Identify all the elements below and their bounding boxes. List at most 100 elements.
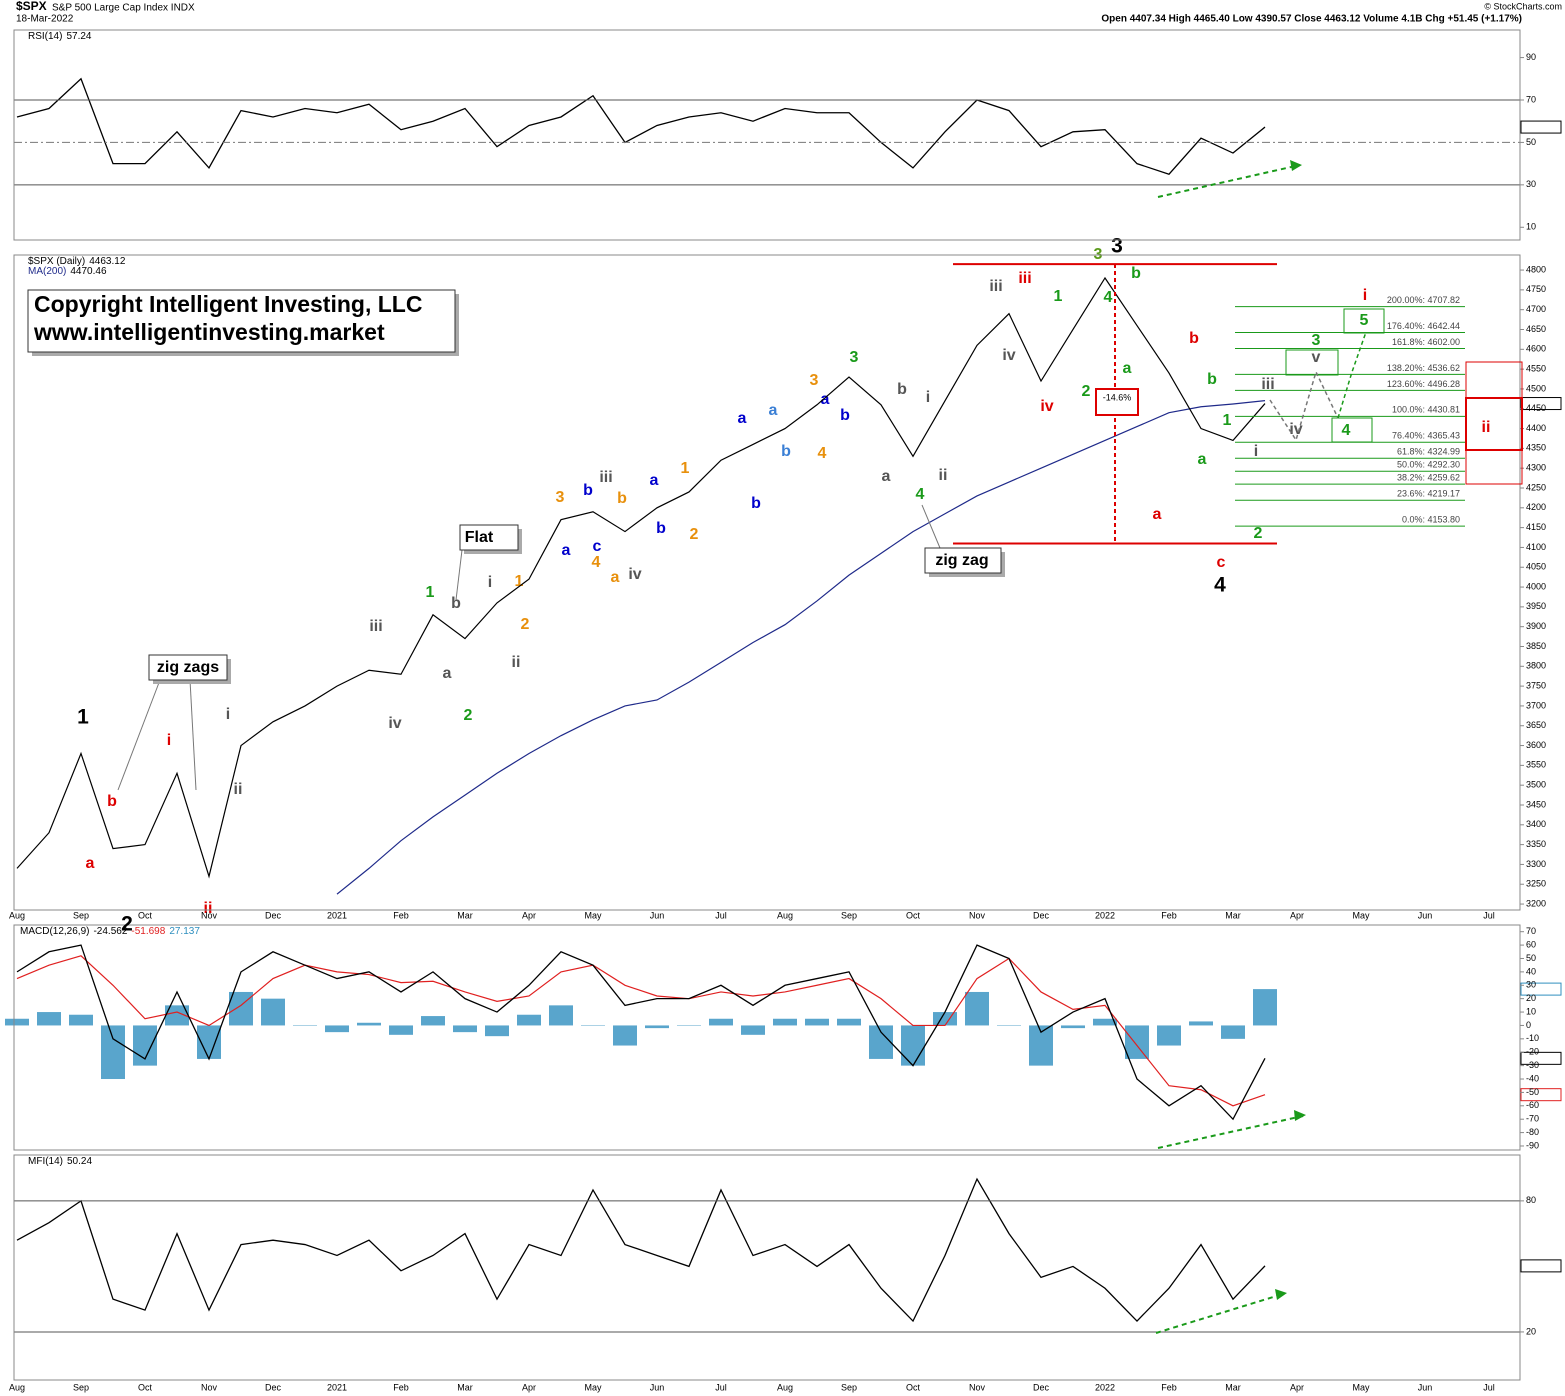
x-tick-label: Feb [1161,1382,1177,1392]
y-tick-label: 3800 [1526,661,1546,671]
x-tick-label: Mar [457,1382,473,1392]
histogram-bar [485,1025,509,1037]
wave-label: 4 [818,445,827,462]
x-tick-label: Aug [9,910,25,920]
legend-value: -51.698 [131,926,165,937]
y-tick-label: 3300 [1526,859,1546,869]
x-tick-label: Jul [715,910,727,920]
wave-label: 2 [1254,525,1263,542]
x-tick-label: Jul [715,1382,727,1392]
target-box [1465,397,1523,451]
histogram-bar [453,1025,477,1033]
y-tick-label: -50 [1526,1087,1539,1097]
x-tick-label: Mar [1225,910,1241,920]
drop-label: -14.6% [1103,392,1132,402]
x-tick-label: Aug [9,1382,25,1392]
series-line [16,944,1266,1121]
histogram-bar [5,1018,29,1026]
callout-box [924,547,1002,574]
callout-box [459,524,519,551]
path-arrow [1269,369,1339,442]
histogram-bar [645,1025,669,1029]
legend: MACD(12,26,9) -24.562 -51.698 27.137 [20,926,200,937]
histogram-bar [101,1025,125,1080]
x-tick-label: Oct [906,1382,921,1392]
wave-label: a [443,665,452,682]
divergence [1157,164,1301,198]
y-tick-label: 4450 [1526,403,1546,413]
y-tick-label: 70 [1526,94,1536,104]
y-tick-label: 3200 [1526,898,1546,908]
legend-value: 4470.46 [70,266,107,277]
wave-label: c [593,538,602,555]
series-line [16,1177,1266,1323]
histogram-bar [869,1025,893,1059]
x-tick-label: Sep [841,1382,857,1392]
wave-label: i [488,574,492,591]
wave-label: iv [1040,398,1053,415]
legend: $SPX (Daily) 4463.12 [28,256,126,267]
y-tick-label: -60 [1526,1100,1539,1110]
y-tick-label: 70 [1526,926,1536,936]
y-tick-label: 0 [1526,1020,1531,1030]
wave-label: 4 [592,554,601,571]
histogram-bar [997,1025,1021,1026]
x-tick-label: Feb [393,910,409,920]
y-tick-label: 3700 [1526,700,1546,710]
y-tick-label: 4550 [1526,363,1546,373]
legend-value: 57.24 [66,31,91,42]
x-tick-label: Jul [1483,1382,1495,1392]
legend-value: 4463.12 [89,256,126,267]
fib-label: 61.8%: 4324.99 [1397,447,1460,457]
wave-label: i [226,706,230,723]
wave-label: iii [369,618,382,635]
wave-label: b [617,490,627,507]
histogram-bar [1061,1025,1085,1029]
wave-label: 3 [1111,235,1123,258]
y-tick-label: 80 [1526,1195,1536,1205]
y-tick-label: 3600 [1526,740,1546,750]
wave-label: 1 [681,460,690,477]
histogram-bar [37,1012,61,1026]
wave-label: 4 [916,486,925,503]
wave-label: 3 [850,349,859,366]
wave-label: a [1123,360,1132,377]
wave-label: 2 [521,616,530,633]
wave-label: i [926,389,930,406]
wave-label: v [1312,349,1321,366]
y-tick-label: 4750 [1526,284,1546,294]
y-tick-label: 4250 [1526,482,1546,492]
x-tick-label: Nov [969,1382,986,1392]
target-box [1331,417,1373,443]
y-tick-label: 90 [1526,52,1536,62]
x-tick-label: May [584,910,602,920]
wave-label: 1 [515,573,524,590]
wave-label: 1 [426,584,435,601]
x-tick-label: Apr [522,910,536,920]
x-tick-label: May [584,1382,602,1392]
panel-frame [13,924,1521,1151]
wave-label: a [1153,506,1162,523]
wave-label: b [1207,371,1217,388]
wave-label: 5 [1360,312,1369,329]
copyright-box [27,289,456,353]
x-tick-label: Nov [969,910,986,920]
wave-label: iv [1289,421,1302,438]
y-tick-label: 4000 [1526,581,1546,591]
arrowhead [1290,160,1302,171]
y-tick-label: -90 [1526,1140,1539,1150]
fib-label: 176.40%: 4642.44 [1387,321,1460,331]
source: © StockCharts.com [1484,1,1562,11]
x-tick-label: Feb [1161,910,1177,920]
y-tick-label: 4200 [1526,502,1546,512]
arrowhead [1294,1110,1306,1121]
histogram-bar [965,991,989,1026]
target-box [1343,308,1385,334]
y-tick-label: 40 [1526,966,1536,976]
wave-label: iii [989,278,1002,295]
fib-label: 0.0%: 4153.80 [1402,514,1460,524]
x-tick-label: Jun [1418,910,1433,920]
histogram-bar [1221,1025,1245,1039]
series-line [336,400,1266,895]
